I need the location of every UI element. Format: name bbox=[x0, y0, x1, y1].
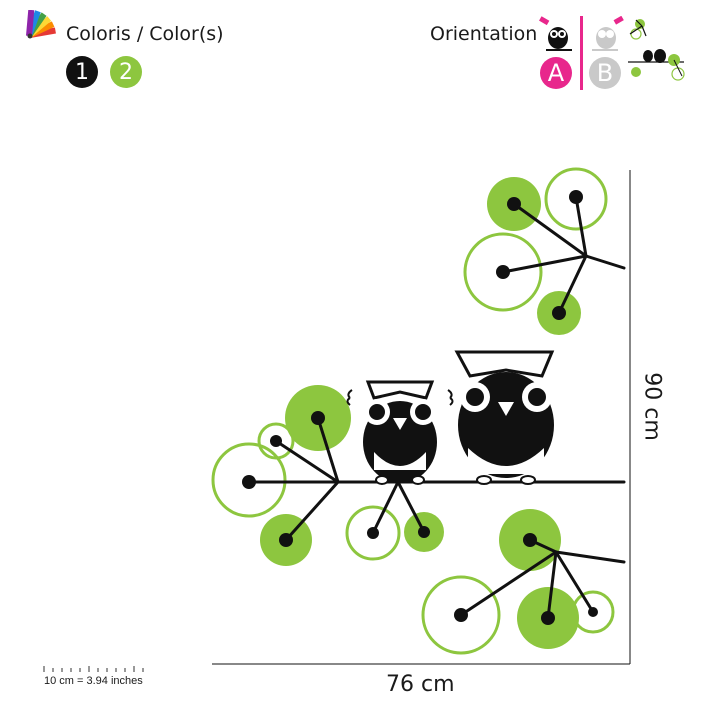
top-branch-cluster bbox=[463, 167, 626, 335]
color-palette-icon bbox=[26, 10, 56, 39]
small-owl bbox=[346, 380, 454, 485]
scale-ruler bbox=[43, 666, 144, 672]
color-label: Coloris / Color(s) bbox=[66, 23, 224, 45]
orientation-label: Orientation bbox=[430, 23, 538, 45]
left-branch-cluster bbox=[211, 385, 626, 566]
color-swatch-2[interactable]: 2 bbox=[110, 56, 142, 88]
orientation-b-button[interactable]: B bbox=[589, 57, 621, 89]
decal-thumbnail bbox=[628, 19, 685, 81]
orientation-a-preview-icon bbox=[539, 16, 572, 51]
bottom-branch-cluster bbox=[421, 509, 626, 655]
orientation-a-button[interactable]: A bbox=[540, 57, 572, 89]
width-label: 76 cm bbox=[386, 672, 455, 697]
height-label: 90 cm bbox=[639, 372, 665, 441]
orientation-divider bbox=[580, 16, 583, 90]
big-owl bbox=[454, 350, 555, 485]
scale-label: 10 cm = 3.94 inches bbox=[44, 675, 143, 687]
color-swatch-1[interactable]: 1 bbox=[66, 56, 98, 88]
orientation-b-preview-icon bbox=[592, 16, 624, 51]
